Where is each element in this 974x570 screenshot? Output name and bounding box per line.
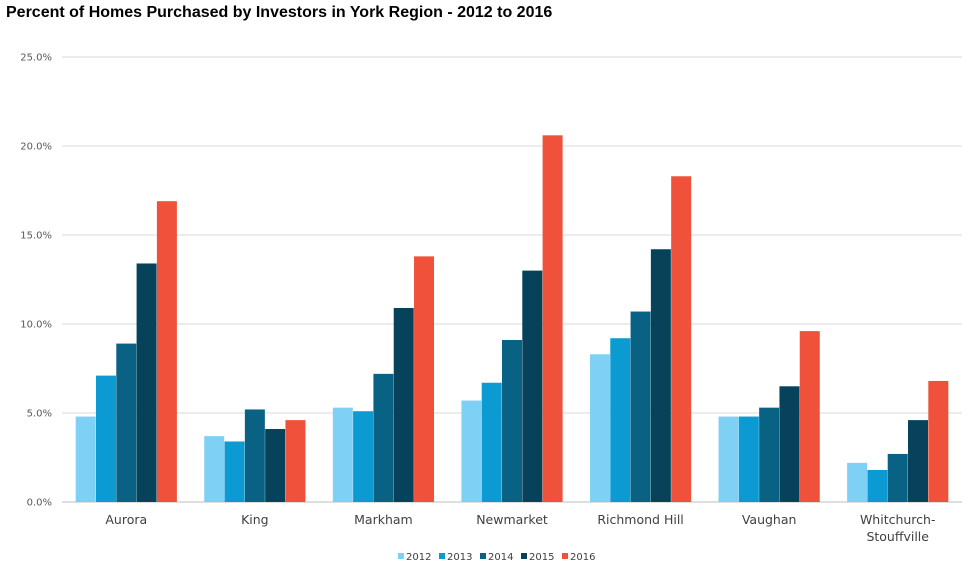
y-tick-label: 5.0%	[27, 409, 52, 420]
legend-label: 2014	[488, 552, 513, 563]
bar	[373, 373, 394, 502]
bar	[671, 176, 692, 502]
bar	[285, 420, 306, 502]
bar	[759, 407, 780, 502]
y-tick-label: 15.0%	[20, 231, 52, 242]
bar	[224, 441, 245, 502]
bar	[779, 386, 800, 502]
legend-label: 2015	[529, 552, 554, 563]
x-tick-label-line: Newmarket	[476, 512, 548, 527]
x-tick-label-line: Stouffville	[866, 529, 929, 544]
bar	[156, 201, 177, 502]
bar	[867, 469, 888, 502]
y-tick-label: 10.0%	[20, 320, 52, 331]
y-tick-label: 20.0%	[20, 142, 52, 153]
x-axis: Aurora King Markham Newmarket Richmond Hill V…	[105, 512, 935, 544]
bar	[414, 256, 435, 502]
legend-swatch	[480, 553, 486, 559]
bar	[75, 416, 96, 502]
bar	[502, 340, 522, 502]
bar	[393, 307, 414, 502]
legend-label: 2012	[406, 552, 431, 563]
chart-title: Percent of Homes Purchased by Investors …	[6, 4, 553, 21]
bar	[928, 380, 949, 502]
y-axis: 0.0% 5.0% 10.0% 15.0% 20.0% 25.0%	[20, 53, 52, 509]
bar	[522, 270, 543, 502]
bar	[461, 400, 482, 502]
bar	[244, 409, 265, 502]
x-tick-label-line: Vaughan	[742, 512, 797, 527]
bar	[481, 382, 502, 502]
bar	[265, 429, 286, 502]
legend-label: 2013	[447, 552, 472, 563]
legend-swatch	[521, 553, 527, 559]
bar	[630, 311, 651, 502]
x-tick-label-line: King	[241, 512, 269, 527]
x-tick-label: Aurora	[105, 512, 147, 527]
legend-label: 2016	[570, 552, 595, 563]
bar	[847, 462, 868, 502]
bar	[542, 135, 563, 502]
bar	[332, 407, 353, 502]
bar	[589, 354, 610, 502]
x-tick-label-line: Markham	[354, 512, 413, 527]
legend-swatch	[398, 553, 404, 559]
bar	[799, 331, 820, 502]
bar	[204, 436, 225, 502]
bars	[75, 135, 949, 502]
y-tick-label: 25.0%	[20, 53, 52, 64]
legend: 2012 2013 2014 2015 2016	[398, 552, 595, 563]
x-tick-label: Newmarket	[476, 512, 548, 527]
x-tick-label: Vaughan	[742, 512, 797, 527]
legend-swatch	[439, 553, 445, 559]
legend-swatch	[562, 553, 568, 559]
x-tick-label: Richmond Hill	[597, 512, 683, 527]
x-tick-label: Whitchurch- Stouffville	[860, 512, 936, 544]
bar	[136, 263, 157, 502]
bar	[353, 411, 374, 502]
bar	[610, 338, 631, 502]
x-tick-label: King	[241, 512, 269, 527]
y-tick-label: 0.0%	[27, 498, 52, 509]
bar	[908, 420, 929, 502]
bar	[887, 453, 908, 502]
x-tick-label-line: Whitchurch-	[860, 512, 936, 527]
bar	[95, 375, 116, 502]
bar	[738, 416, 759, 502]
x-tick-label-line: Richmond Hill	[597, 512, 683, 527]
bar	[116, 343, 137, 502]
bar	[650, 249, 671, 502]
x-tick-label: Markham	[354, 512, 413, 527]
x-tick-label-line: Aurora	[105, 512, 147, 527]
bar	[718, 416, 739, 502]
